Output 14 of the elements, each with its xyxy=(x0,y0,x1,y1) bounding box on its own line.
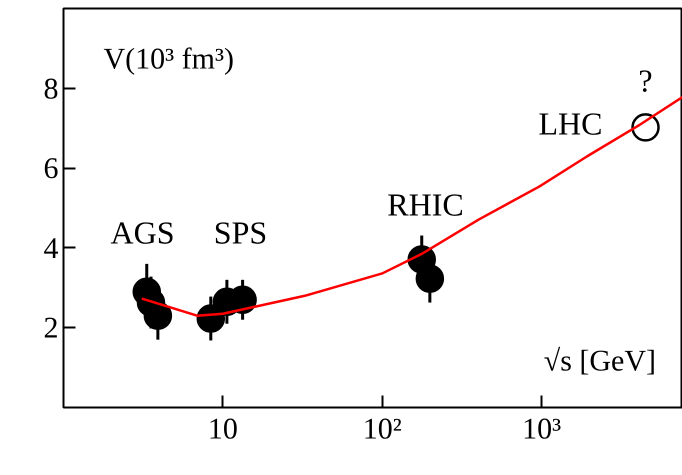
annotation: AGS xyxy=(110,214,175,250)
annotation: ? xyxy=(638,62,653,98)
y-tick-label: 6 xyxy=(44,152,58,186)
y-axis-title: V(10³ fm³) xyxy=(104,42,234,76)
y-tick-label: 8 xyxy=(44,72,58,106)
annotation: SPS xyxy=(214,214,268,250)
y-tick-label: 2 xyxy=(44,312,58,345)
x-tick-label: 10² xyxy=(362,412,402,446)
annotation: RHIC xyxy=(387,186,464,222)
y-tick-label: 4 xyxy=(44,232,58,265)
x-axis-title: √s [GeV] xyxy=(544,344,656,378)
annotation: LHC xyxy=(538,106,602,142)
x-tick-label: 10³ xyxy=(522,412,562,446)
x-tick-label: 10 xyxy=(208,412,238,446)
